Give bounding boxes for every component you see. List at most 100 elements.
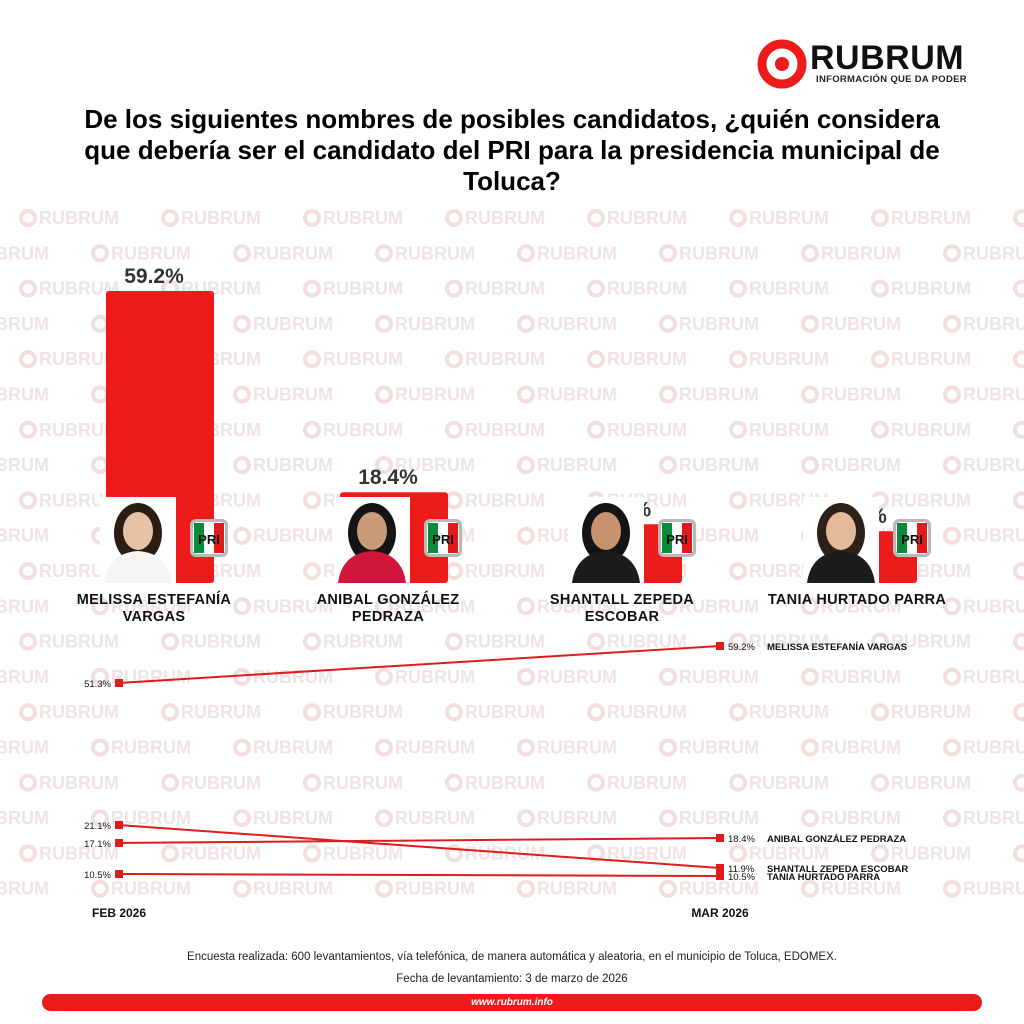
website-link[interactable]: www.rubrum.info	[471, 997, 553, 1008]
watermark-ring	[233, 809, 251, 828]
pri-badge-red	[214, 523, 224, 553]
watermark-ring	[1013, 491, 1024, 510]
watermark-ring	[445, 420, 463, 439]
watermark-text: RUBRUM	[395, 808, 475, 828]
watermark-text: RUBRUM	[111, 243, 191, 263]
trend-marker-start	[115, 839, 123, 847]
watermark-ring	[943, 526, 961, 545]
watermark-text: RUBRUM	[537, 455, 617, 475]
watermark-ring	[161, 703, 179, 722]
watermark-ring	[1013, 350, 1024, 369]
trend-line	[118, 837, 721, 844]
pri-badge-green	[662, 523, 672, 553]
watermark-ring	[19, 844, 37, 863]
watermark-ring	[19, 703, 37, 722]
pri-badge-text: PRI	[198, 532, 220, 547]
watermark-text: RUBRUM	[465, 208, 545, 228]
bar-value-label: 59.2%	[124, 265, 184, 288]
watermark-ring	[445, 209, 463, 227]
watermark-ring	[19, 420, 37, 439]
survey-date: Fecha de levantamiento: 3 de marzo de 20…	[396, 973, 628, 985]
x-tick-label: MAR 2026	[691, 906, 749, 920]
watermark-text: RUBRUM	[39, 702, 119, 722]
candidate-name: SHANTALL ZEPEDA ESCOBAR	[512, 592, 732, 626]
watermark-ring	[517, 597, 535, 616]
trend-end-label: 10.5%	[728, 872, 755, 883]
watermark-text: RUBRUM	[607, 632, 687, 652]
trend-series-name: MELISSA ESTEFANÍA VARGAS	[767, 642, 907, 653]
watermark-ring	[659, 879, 677, 898]
watermark-ring	[303, 420, 321, 439]
trend-start-label: 51.3%	[84, 679, 111, 690]
watermark-ring	[517, 667, 535, 686]
watermark-text: RUBRUM	[39, 561, 119, 581]
watermark-text: RUBRUM	[253, 808, 333, 828]
trend-end-label: 59.2%	[728, 642, 755, 653]
watermark-ring	[659, 667, 677, 686]
watermark-ring	[587, 703, 605, 722]
watermark-text: RUBRUM	[749, 208, 829, 228]
watermark-text: RUBRUM	[891, 843, 971, 863]
candidate-name-line: TANIA HURTADO PARRA	[767, 592, 947, 608]
watermark-ring	[303, 844, 321, 863]
watermark-text: RUBRUM	[891, 208, 971, 228]
watermark-ring	[871, 209, 889, 227]
watermark-text: RUBRUM	[395, 455, 475, 475]
watermark-ring	[729, 350, 747, 369]
trend-start-label: 21.1%	[84, 821, 111, 832]
watermark-text: RUBRUM	[181, 773, 261, 793]
watermark-ring	[303, 350, 321, 369]
watermark-ring	[729, 562, 747, 580]
candidate-name-line: SHANTALL ZEPEDA	[549, 592, 695, 608]
trend-marker-end	[716, 872, 724, 880]
watermark-text: RUBRUM	[749, 279, 829, 299]
bar-value-label: 18.4%	[358, 466, 418, 489]
watermark-text: RUBRUM	[253, 243, 333, 263]
watermark-text: RUBRUM	[39, 420, 119, 440]
rubrum-logo: RUBRUM INFORMACIÓN QUE DA PODER	[756, 36, 986, 92]
watermark-ring	[943, 809, 961, 828]
watermark-text: RUBRUM	[679, 455, 759, 475]
watermark-text: RUBRUM	[323, 843, 403, 863]
watermark-text: RUBRUM	[537, 596, 617, 616]
watermark-ring	[1013, 279, 1024, 298]
watermark-ring	[375, 667, 393, 686]
watermark-ring	[801, 456, 819, 475]
watermark-ring	[375, 809, 393, 828]
candidate-name-line: ESCOBAR	[584, 609, 660, 625]
candidate-name-line: ANIBAL GONZÁLEZ	[316, 592, 460, 608]
watermark-text: RUBRUM	[465, 279, 545, 299]
watermark-ring	[161, 632, 179, 651]
watermark-text: RUBRUM	[39, 208, 119, 228]
trend-start-label: 17.1%	[84, 839, 111, 850]
watermark-ring	[587, 209, 605, 227]
watermark-text: RUBRUM	[679, 808, 759, 828]
watermark-ring	[801, 385, 819, 404]
watermark-text: RUBRUM	[749, 632, 829, 652]
watermark-ring	[659, 809, 677, 828]
watermark-ring	[303, 279, 321, 298]
watermark-text: RUBRUM	[395, 243, 475, 263]
watermark-ring	[233, 456, 251, 475]
photo-face	[123, 512, 153, 550]
trend-end-label: 18.4%	[728, 834, 755, 845]
watermark-ring	[729, 209, 747, 227]
watermark-ring	[445, 844, 463, 863]
watermark-ring	[801, 314, 819, 333]
logo-wordmark: RUBRUM	[810, 39, 965, 77]
watermark-text: RUBRUM	[607, 208, 687, 228]
watermark-text: RUBRUM	[323, 279, 403, 299]
watermark-ring	[659, 456, 677, 475]
watermark-text: RUBRUM	[891, 490, 971, 510]
watermark-ring	[375, 385, 393, 404]
watermark-ring	[375, 879, 393, 898]
watermark-ring	[587, 420, 605, 439]
watermark-text: RUBRUM	[891, 702, 971, 722]
trend-line	[118, 824, 721, 869]
watermark-ring	[303, 562, 321, 580]
watermark-text: RUBRUM	[821, 808, 901, 828]
watermark-text: RUBRUM	[963, 455, 1024, 475]
watermark-ring	[445, 703, 463, 722]
watermark-text: RUBRUM	[821, 314, 901, 334]
watermark-text: RUBRUM	[821, 879, 901, 899]
